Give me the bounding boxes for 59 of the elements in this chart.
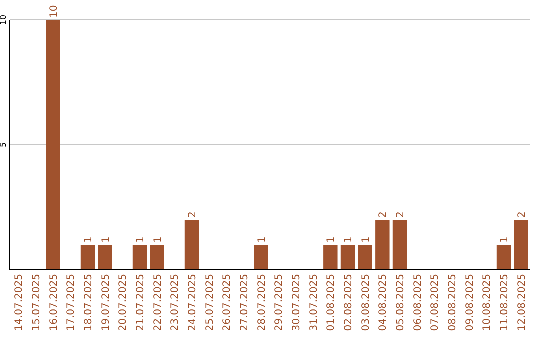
data-label: 1	[326, 236, 338, 243]
x-tick-label: 20.07.2025	[118, 274, 130, 332]
x-tick-label: 10.08.2025	[482, 274, 494, 332]
x-tick-label: 02.08.2025	[344, 274, 354, 332]
x-tick-label: 15.07.2025	[32, 274, 42, 332]
x-tick-label: 01.08.2025	[326, 274, 338, 332]
x-tick-label: 09.08.2025	[464, 274, 476, 332]
x-tick-label: 19.07.2025	[100, 274, 112, 332]
x-tick-label: 08.08.2025	[448, 274, 458, 332]
x-tick-label: 16.07.2025	[48, 274, 60, 332]
bar	[358, 245, 372, 270]
x-tick-label: 31.07.2025	[308, 274, 320, 332]
bar	[392, 220, 408, 270]
bar	[340, 245, 356, 270]
x-tick-label: 07.08.2025	[430, 274, 442, 332]
data-label: 1	[136, 236, 146, 243]
x-tick-label: 24.07.2025	[188, 274, 198, 332]
x-tick-label: 29.07.2025	[274, 274, 286, 332]
bar	[514, 220, 528, 270]
bar	[184, 220, 200, 270]
bar	[80, 245, 96, 270]
x-tick-label: 04.08.2025	[378, 274, 390, 332]
bar	[46, 20, 60, 270]
data-label: 1	[344, 236, 354, 243]
x-tick-label: 26.07.2025	[222, 274, 234, 332]
data-label: 2	[396, 212, 406, 218]
data-label: 1	[360, 236, 372, 243]
x-tick-label: 18.07.2025	[84, 274, 94, 332]
x-tick-label: 28.07.2025	[256, 274, 268, 332]
data-label: 2	[188, 212, 198, 218]
x-tick-label: 06.08.2025	[412, 274, 424, 332]
x-tick-label: 14.07.2025	[14, 274, 26, 332]
y-tick-label: 5	[0, 142, 8, 148]
data-label: 10	[48, 5, 60, 18]
data-label: 1	[100, 236, 112, 243]
bar	[254, 245, 268, 270]
bar	[376, 220, 390, 270]
data-label: 2	[378, 212, 390, 218]
bar	[132, 245, 148, 270]
x-tick-label: 27.07.2025	[240, 274, 250, 332]
bar	[98, 245, 112, 270]
data-label: 1	[152, 236, 164, 243]
bar	[324, 245, 338, 270]
x-tick-label: 23.07.2025	[170, 274, 182, 332]
x-tick-label: 11.08.2025	[500, 274, 510, 332]
data-label: 1	[256, 236, 268, 243]
bar	[496, 245, 512, 270]
x-tick-label: 12.08.2025	[516, 274, 528, 332]
bar	[150, 245, 164, 270]
x-tick-label: 22.07.2025	[152, 274, 164, 332]
x-tick-label: 30.07.2025	[292, 274, 302, 332]
x-tick-label: 21.07.2025	[136, 274, 146, 332]
x-tick-label: 05.08.2025	[396, 274, 406, 332]
data-label: 1	[84, 236, 94, 243]
x-tick-label: 17.07.2025	[66, 274, 78, 332]
data-label: 2	[516, 212, 528, 218]
x-tick-label: 03.08.2025	[360, 274, 372, 332]
x-tick-label: 25.07.2025	[204, 274, 216, 332]
data-label: 1	[500, 236, 510, 243]
